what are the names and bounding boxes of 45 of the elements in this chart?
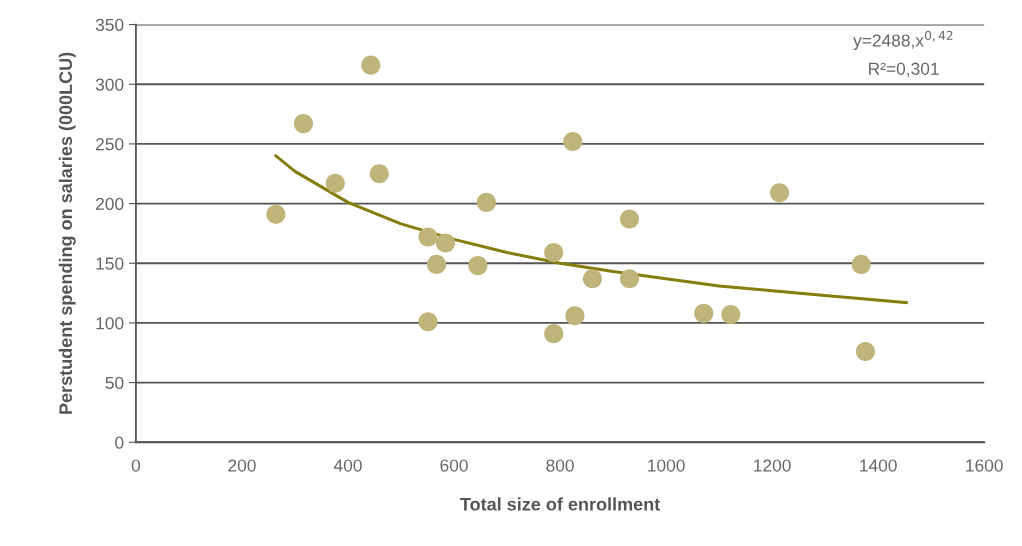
point [435,233,456,253]
x-tick-label: 400 [333,459,362,472]
y-tick-label: 200 [96,197,124,211]
point [619,269,640,289]
point [369,164,389,184]
point [855,341,875,362]
y-tick-label: 150 [96,257,124,270]
y-tick-label: 0 [115,436,124,449]
point [544,242,564,263]
point [565,306,585,326]
annotation: R²=0,301 [869,62,939,77]
point [619,209,640,229]
point [544,324,564,344]
y-tick-label: 300 [95,78,124,91]
point [418,227,438,247]
line-series [274,154,908,305]
point [851,254,871,275]
x-axis-title: Total size of enrollment [460,497,660,511]
y-tick-label: 250 [96,138,124,151]
x-tick-label: 1200 [754,459,791,472]
point [769,183,790,203]
y-tick-label: 50 [105,376,124,390]
point [694,303,714,323]
point [721,304,741,325]
point [293,114,314,134]
point [325,173,345,193]
point [468,256,488,276]
x-tick-label: 200 [228,459,256,472]
point [266,204,286,224]
point [582,269,602,289]
x-tick-label: 800 [546,459,574,472]
y-tick-label: 100 [96,317,124,330]
point [418,312,438,332]
point [563,131,583,152]
x-tick-label: 1600 [966,459,1003,472]
x-tick-label: 600 [440,459,468,472]
x-tick-label: 0 [131,459,141,472]
point [476,192,496,212]
x-tick-label: 1400 [860,459,897,472]
y-axis-title: Perstudent spending on salaries (000LCU) [58,52,76,414]
point [426,254,447,275]
y-tick-label: 350 [95,18,124,32]
x-tick-label: 1000 [648,459,685,472]
point [361,55,381,75]
annotation: y=2488,x$^{0,42}$ [853,30,953,51]
